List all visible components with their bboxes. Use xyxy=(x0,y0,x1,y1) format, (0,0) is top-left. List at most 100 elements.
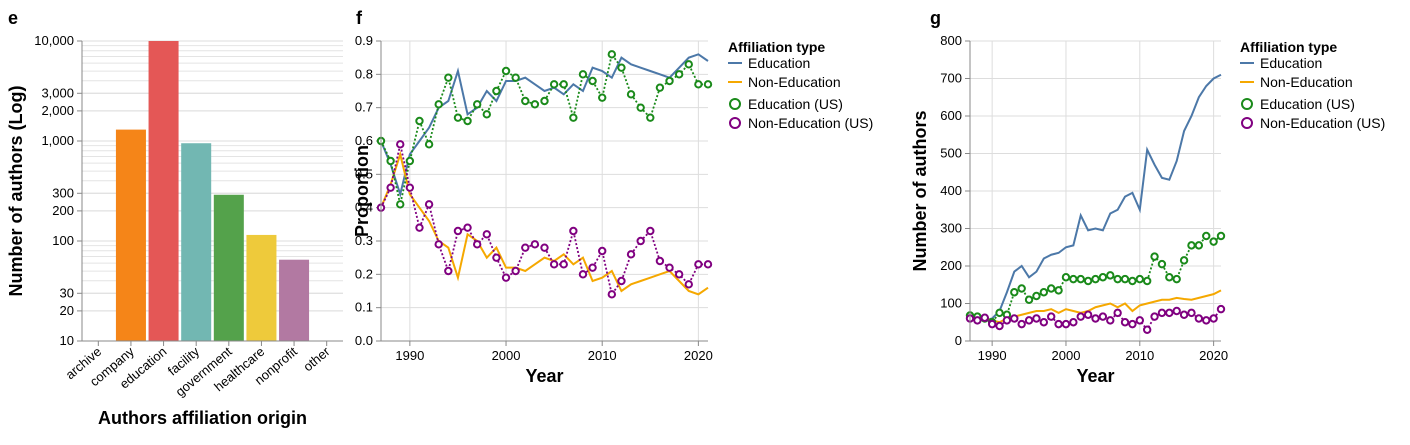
point xyxy=(1091,314,1100,323)
point xyxy=(511,266,520,276)
x-tick-label: 2000 xyxy=(492,348,521,363)
point xyxy=(1194,314,1204,323)
y-tick-label: 3,000 xyxy=(41,85,74,100)
point xyxy=(472,100,482,109)
y-tick-label: 0.1 xyxy=(355,300,373,315)
point xyxy=(415,223,424,232)
point xyxy=(1017,284,1026,293)
point xyxy=(995,321,1004,331)
point xyxy=(1165,273,1174,282)
series-line xyxy=(969,73,1222,322)
legend-title: Affiliation type xyxy=(728,39,825,55)
legend-label: Education xyxy=(748,55,810,71)
point xyxy=(655,256,665,266)
legend-symbol xyxy=(1241,117,1253,129)
y-tick-label: 100 xyxy=(52,233,74,248)
point xyxy=(1209,237,1218,246)
point xyxy=(386,183,395,192)
point xyxy=(1187,241,1196,250)
point xyxy=(626,90,636,99)
point xyxy=(492,253,501,262)
point xyxy=(1010,314,1019,323)
point xyxy=(694,260,703,269)
point xyxy=(1128,319,1137,329)
point xyxy=(646,226,655,236)
point xyxy=(463,116,472,126)
x-tick-label: 2000 xyxy=(1052,348,1081,363)
legend-label: Non-Education xyxy=(1260,74,1353,90)
x-tick-label: 2020 xyxy=(684,348,713,363)
point xyxy=(1083,310,1093,319)
point xyxy=(1150,252,1159,261)
bar xyxy=(115,129,146,341)
point xyxy=(607,50,617,59)
point xyxy=(492,86,501,96)
point xyxy=(665,263,674,272)
point xyxy=(1216,231,1226,241)
point xyxy=(1054,286,1063,295)
point xyxy=(434,240,443,249)
x-tick-label: 2020 xyxy=(1199,348,1228,363)
point xyxy=(1120,274,1130,284)
point xyxy=(521,243,530,252)
y-tick-label: 30 xyxy=(60,285,74,300)
bar xyxy=(279,259,310,341)
y-axis-title: Number of authors (Log) xyxy=(6,86,26,297)
point xyxy=(1157,259,1167,269)
point xyxy=(396,140,405,149)
point xyxy=(1069,274,1078,284)
point xyxy=(511,73,520,82)
point xyxy=(617,276,626,286)
point xyxy=(1142,276,1152,286)
point xyxy=(1216,304,1226,314)
point xyxy=(1179,256,1189,265)
point xyxy=(482,230,491,239)
legend-label: Non-Education (US) xyxy=(1260,115,1385,131)
point xyxy=(684,60,693,69)
point xyxy=(703,260,713,269)
point xyxy=(1076,274,1085,284)
point xyxy=(424,140,434,149)
point xyxy=(1047,312,1056,321)
point xyxy=(405,183,415,192)
panel-label: e xyxy=(8,8,18,28)
point xyxy=(674,270,684,279)
point xyxy=(1032,314,1041,323)
point xyxy=(1039,318,1049,327)
legend-symbol xyxy=(729,98,741,110)
point xyxy=(636,236,645,246)
y-tick-label: 0.5 xyxy=(355,166,373,181)
point xyxy=(578,70,588,79)
point xyxy=(530,100,540,109)
point xyxy=(444,266,453,276)
point xyxy=(1061,319,1071,329)
series-line xyxy=(969,234,1222,324)
y-axis-title: Number of authors xyxy=(910,110,930,271)
point xyxy=(1179,310,1189,319)
point xyxy=(1135,316,1144,325)
point xyxy=(646,113,655,122)
point xyxy=(1120,318,1130,327)
point xyxy=(1113,308,1122,318)
y-tick-label: 0.2 xyxy=(355,266,373,281)
y-tick-label: 200 xyxy=(940,258,962,273)
point xyxy=(559,80,568,89)
point xyxy=(1106,271,1115,280)
point xyxy=(684,280,693,289)
point xyxy=(540,243,549,252)
bar xyxy=(213,194,244,341)
point xyxy=(1076,312,1085,321)
legend-label: Non-Education (US) xyxy=(748,115,873,131)
point xyxy=(521,96,530,106)
bar xyxy=(181,143,212,341)
y-tick-label: 10 xyxy=(60,333,74,348)
y-tick-label: 600 xyxy=(940,108,962,123)
point xyxy=(1061,273,1071,282)
x-tick-label: 2010 xyxy=(1125,348,1154,363)
series-line xyxy=(380,53,709,199)
point xyxy=(1069,318,1078,327)
y-tick-label: 20 xyxy=(60,303,74,318)
point xyxy=(1091,274,1100,284)
point xyxy=(1047,284,1056,293)
y-tick-label: 500 xyxy=(940,146,962,161)
